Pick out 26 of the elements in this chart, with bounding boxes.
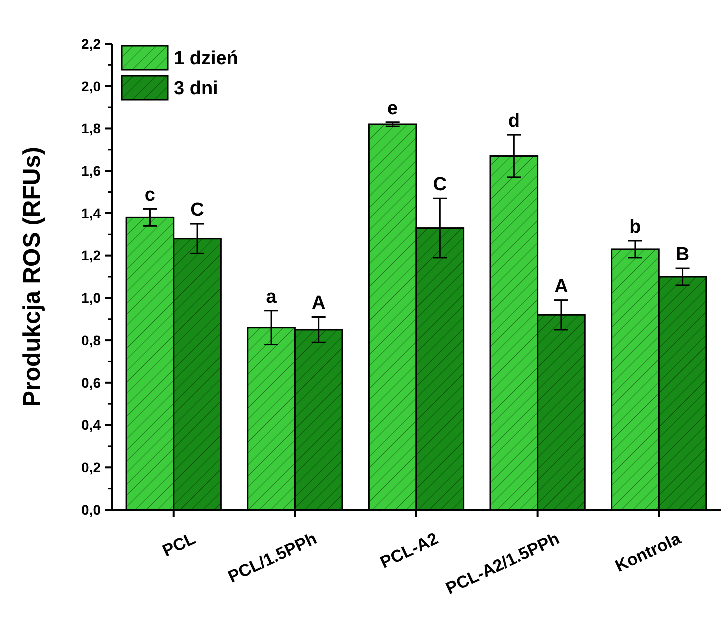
annotation: a (266, 286, 278, 308)
y-tick-label: 1,2 (82, 248, 102, 264)
y-axis-title: Produkcja ROS (RFUs) (19, 146, 46, 408)
x-tick-label: PCL (160, 529, 199, 561)
legend-label: 3 dni (174, 78, 218, 100)
y-tick-label: 1,0 (82, 290, 102, 306)
y-tick-label: 1,6 (82, 162, 102, 179)
y-tick-label: 0,6 (82, 374, 102, 391)
annotation: C (190, 200, 205, 222)
y-tick-label: 0,8 (82, 332, 102, 348)
y-tick-label: 2,0 (82, 78, 102, 94)
y-tick-label: 0,2 (82, 460, 102, 476)
annotation: B (676, 244, 690, 266)
y-tick-label: 0,0 (82, 502, 102, 518)
y-tick-label: 2,2 (82, 36, 102, 52)
annotation: e (388, 98, 398, 120)
legend-label: 1 dzień (174, 48, 238, 70)
y-tick-label: 1,4 (82, 205, 102, 222)
annotation: b (630, 216, 642, 238)
y-tick-label: 1,8 (82, 120, 102, 137)
annotation: d (508, 111, 520, 132)
annotation: A (312, 293, 326, 314)
annotation: C (433, 174, 448, 196)
annotation: A (554, 276, 569, 298)
annotation: c (144, 185, 156, 206)
y-tick-label: 0,4 (82, 417, 102, 434)
